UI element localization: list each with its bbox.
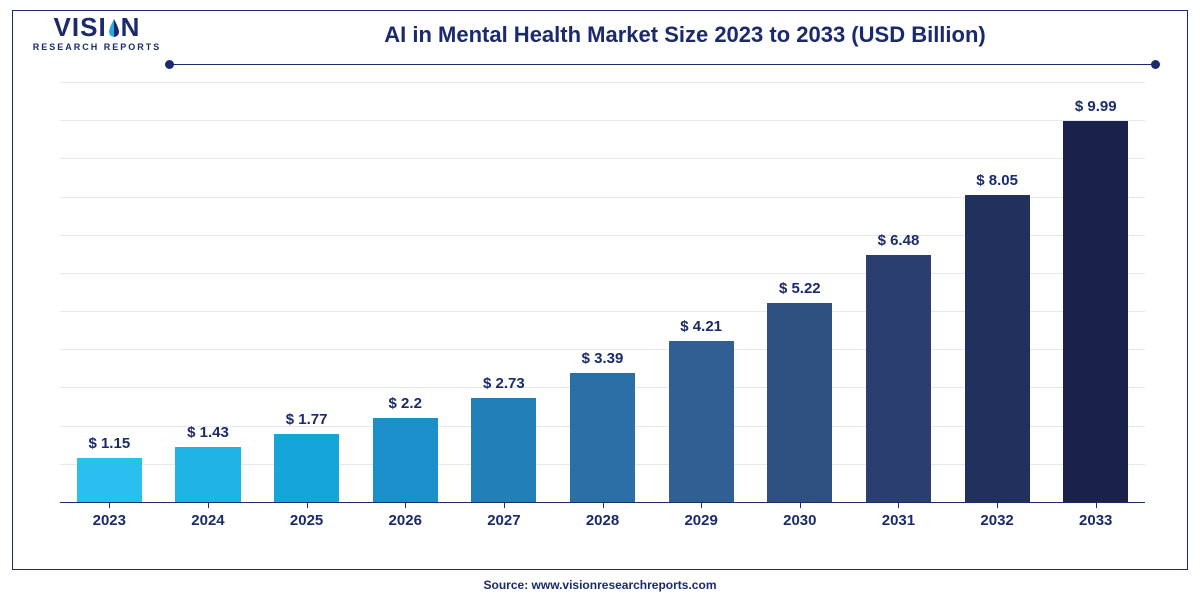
logo-wordmark: VISI N	[54, 14, 141, 40]
bar	[175, 447, 240, 502]
x-tick-label: 2033	[1046, 502, 1145, 530]
bar-value-label: $ 1.77	[257, 411, 356, 428]
bar-slot: $ 1.43	[159, 82, 258, 502]
bar-value-label: $ 1.15	[60, 435, 159, 452]
bar-value-label: $ 2.2	[356, 395, 455, 412]
divider-dot-icon	[1151, 60, 1160, 69]
logo-subtitle: RESEARCH REPORTS	[33, 42, 162, 52]
x-tick-label: 2023	[60, 502, 159, 530]
bar-value-label: $ 1.43	[159, 424, 258, 441]
x-axis: 2023202420252026202720282029203020312032…	[60, 502, 1145, 530]
bar-slot: $ 1.77	[257, 82, 356, 502]
x-tick-label: 2029	[652, 502, 751, 530]
divider-line	[173, 64, 1152, 65]
x-tick-label: 2030	[750, 502, 849, 530]
bar	[570, 373, 635, 502]
x-tick-label: 2031	[849, 502, 948, 530]
bar-value-label: $ 5.22	[750, 280, 849, 297]
source-attribution: Source: www.visionresearchreports.com	[0, 578, 1200, 592]
x-tick-label: 2024	[159, 502, 258, 530]
logo-text-right: N	[121, 14, 141, 40]
water-drop-icon	[108, 17, 120, 37]
bar	[471, 398, 536, 502]
bar-slot: $ 6.48	[849, 82, 948, 502]
bar-value-label: $ 6.48	[849, 232, 948, 249]
bar-slot: $ 2.73	[455, 82, 554, 502]
bar-slot: $ 8.05	[948, 82, 1047, 502]
bars-container: $ 1.15$ 1.43$ 1.77$ 2.2$ 2.73 $ 3.39$ 4.2…	[60, 82, 1145, 502]
bar-slot: $ 4.21	[652, 82, 751, 502]
x-tick-label: 2028	[553, 502, 652, 530]
bar	[373, 418, 438, 502]
logo-text-left: VISI	[54, 14, 107, 40]
x-tick-label: 2032	[948, 502, 1047, 530]
bar	[77, 458, 142, 502]
bar-value-label: $ 3.39	[553, 350, 652, 367]
bar-slot: $ 1.15	[60, 82, 159, 502]
chart-title: AI in Mental Health Market Size 2023 to …	[200, 22, 1170, 48]
bar-slot: $ 3.39	[553, 82, 652, 502]
bar	[767, 303, 832, 502]
bar	[1063, 121, 1128, 502]
x-tick-label: 2026	[356, 502, 455, 530]
bar-value-label: $ 9.99	[1046, 98, 1145, 115]
plot-area: $ 1.15$ 1.43$ 1.77$ 2.2$ 2.73 $ 3.39$ 4.2…	[60, 82, 1145, 502]
logo: VISI N RESEARCH REPORTS	[22, 14, 172, 52]
bar-slot: $ 2.2	[356, 82, 455, 502]
title-divider	[165, 60, 1160, 70]
bar-value-label: $ 2.73	[455, 375, 554, 392]
bar	[274, 434, 339, 502]
bar	[866, 255, 931, 502]
bar-slot: $ 5.22	[750, 82, 849, 502]
x-tick-label: 2025	[257, 502, 356, 530]
x-tick-label: 2027	[455, 502, 554, 530]
bar-value-label: $ 8.05	[948, 172, 1047, 189]
bar	[965, 195, 1030, 502]
bar-slot: $ 9.99	[1046, 82, 1145, 502]
bar-value-label: $ 4.21	[652, 318, 751, 335]
bar	[669, 341, 734, 502]
bar-chart: $ 1.15$ 1.43$ 1.77$ 2.2$ 2.73 $ 3.39$ 4.2…	[60, 82, 1145, 530]
